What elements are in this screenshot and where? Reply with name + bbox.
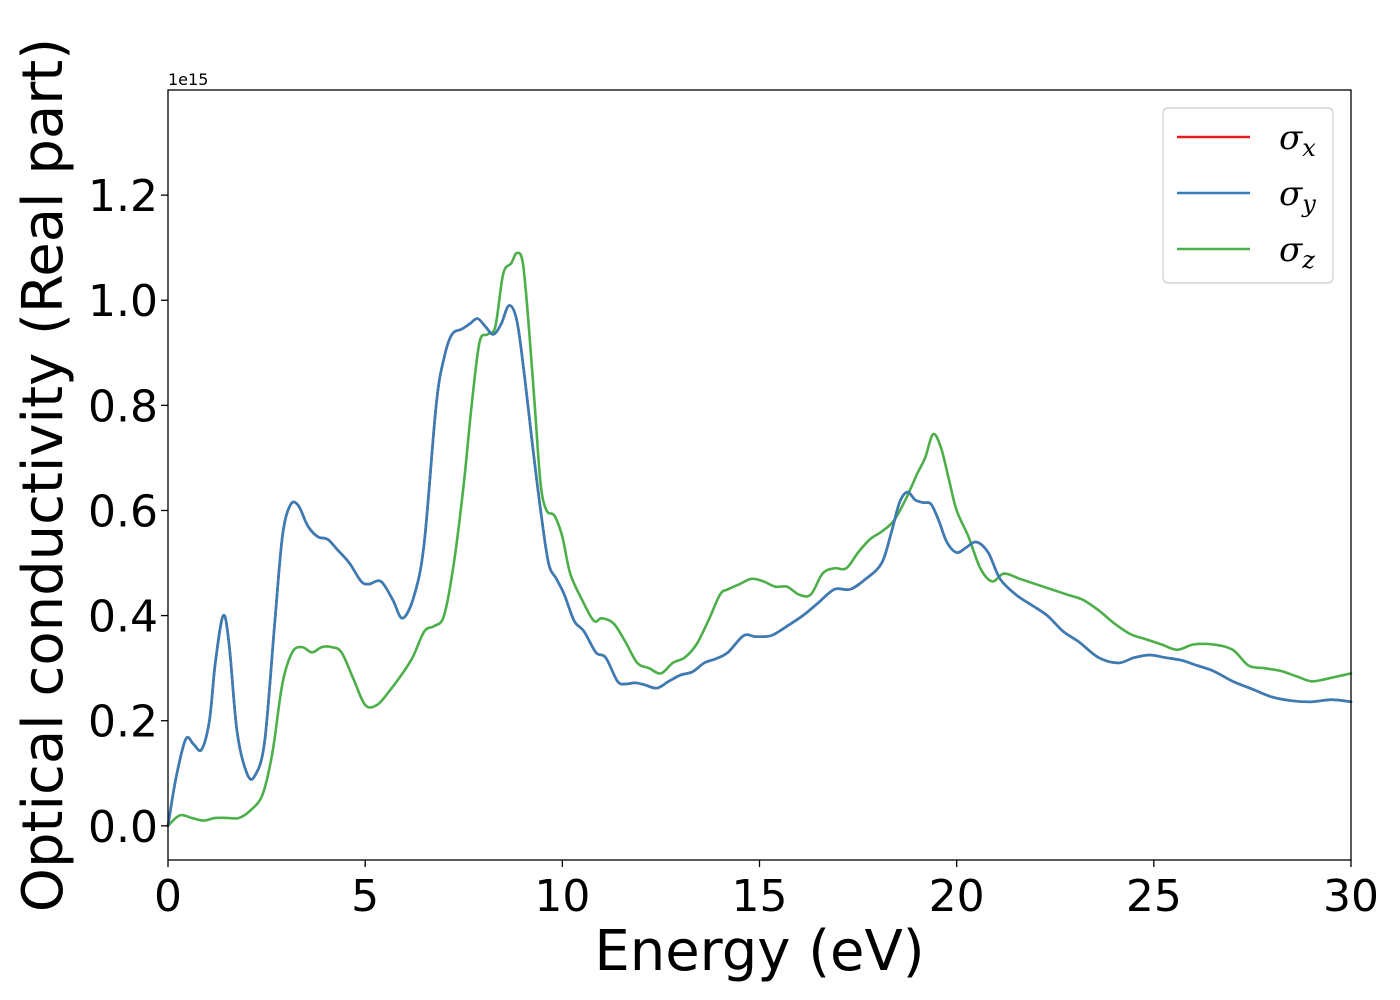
- x-axis-label: Energy (eV): [594, 919, 924, 984]
- series-layer: [166, 251, 1353, 828]
- x-tick-label: 15: [732, 871, 788, 922]
- legend-box: [1162, 107, 1334, 284]
- x-tick-label: 20: [929, 871, 985, 922]
- legend-items: σx σy σz: [1177, 118, 1316, 274]
- y-tick-label: 0.8: [88, 381, 158, 432]
- y-tick-label: 0.2: [88, 697, 158, 748]
- legend-label-x: σx: [1279, 118, 1316, 162]
- y-tick-label: 1.2: [88, 171, 158, 222]
- y-tick-label: 1.0: [88, 276, 158, 327]
- x-tick-label: 10: [534, 871, 590, 922]
- y-tick-label: 0.6: [88, 486, 158, 537]
- x-tick-label: 30: [1323, 871, 1379, 922]
- series-line-y: [166, 304, 1353, 828]
- legend-label-z: σz: [1279, 230, 1315, 274]
- legend: σx σy σz: [1162, 107, 1334, 284]
- x-axis-ticks: 0 5 10 15 20 25 30: [154, 860, 1379, 922]
- x-tick-label: 0: [154, 871, 182, 922]
- x-tick-label: 5: [351, 871, 379, 922]
- y-axis-label: Optical conductivity (Real part): [11, 38, 76, 912]
- y-tick-label: 0.0: [88, 802, 158, 853]
- y-axis-ticks: 0.0 0.2 0.4 0.6 0.8 1.0 1.2: [88, 171, 168, 853]
- y-tick-label: 0.4: [88, 592, 158, 643]
- series-line-z: [166, 251, 1353, 828]
- x-tick-label: 25: [1126, 871, 1182, 922]
- legend-label-y: σy: [1279, 174, 1316, 218]
- y-offset-label: 1e15: [168, 70, 208, 89]
